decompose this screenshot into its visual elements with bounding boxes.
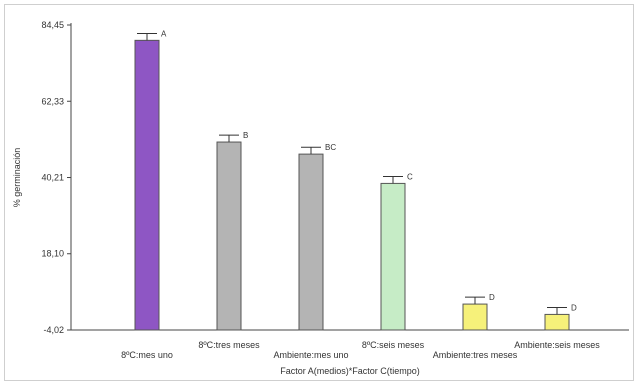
category-label: 8ºC:tres meses xyxy=(198,340,260,350)
category-label: Ambiente:mes uno xyxy=(273,350,348,360)
y-tick-label: 40,21 xyxy=(41,173,64,183)
y-ticks: -4,02 18,10 40,21 62,33 84,45 xyxy=(41,20,71,335)
y-axis-title: % germinación xyxy=(12,148,22,208)
bar xyxy=(462,303,488,331)
category-labels: 8ºC:mes uno 8ºC:tres meses Ambiente:mes un… xyxy=(121,340,600,360)
category-label: Ambiente:tres meses xyxy=(433,350,518,360)
group-letter-label: BC xyxy=(325,143,336,152)
bar xyxy=(298,153,324,331)
group-letter-label: A xyxy=(161,29,167,38)
error-bars xyxy=(137,32,567,315)
axes-layer xyxy=(70,23,629,331)
group-letter-label: C xyxy=(407,173,413,182)
germination-bar-chart: -4,02 18,10 40,21 62,33 84,45 A B BC C D D 8ºC:me… xyxy=(12,20,629,376)
group-letter-label: B xyxy=(243,131,248,140)
bar xyxy=(216,141,242,331)
group-letters: A B BC C D D xyxy=(161,29,577,312)
chart-frame: -4,02 18,10 40,21 62,33 84,45 A B BC C D D 8ºC:me… xyxy=(4,4,634,381)
bar xyxy=(134,39,160,331)
category-label: Ambiente:seis meses xyxy=(514,340,600,350)
bar xyxy=(380,182,406,331)
bars xyxy=(134,39,570,331)
category-label: 8ºC:seis meses xyxy=(362,340,425,350)
group-letter-label: D xyxy=(489,293,495,302)
y-tick-label: 18,10 xyxy=(41,249,64,259)
y-tick-label: 62,33 xyxy=(41,96,64,106)
x-axis-title: Factor A(medios)*Factor C(tiempo) xyxy=(280,366,420,376)
y-tick-label: 84,45 xyxy=(41,20,64,30)
group-letter-label: D xyxy=(571,304,577,313)
category-label: 8ºC:mes uno xyxy=(121,350,173,360)
bar xyxy=(544,313,570,331)
y-tick-label: -4,02 xyxy=(43,325,64,335)
